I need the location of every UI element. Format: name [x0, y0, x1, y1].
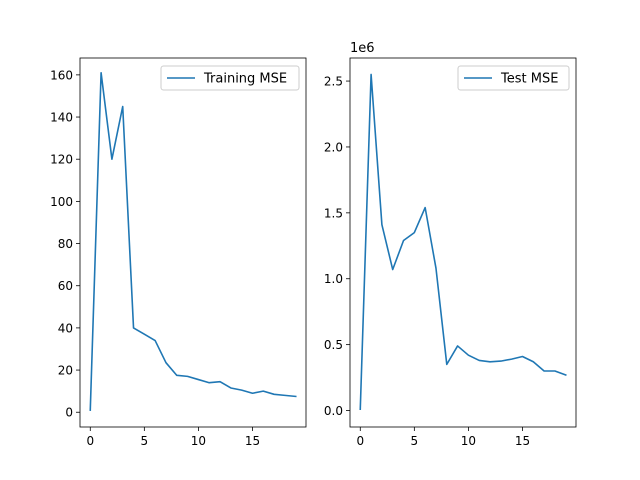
y-tick-label: 0.0: [324, 404, 343, 418]
x-tick-label: 15: [515, 434, 530, 448]
training-mse-plot: 0 5 10 15 0 20 40 60 80 100 120 140 160 Training MSE: [50, 57, 307, 448]
x-tick-label: 0: [86, 434, 94, 448]
y-tick-label: 100: [50, 195, 73, 209]
series-line: [359, 73, 567, 411]
y-tick-label: 20: [58, 364, 73, 378]
legend-box: [457, 65, 570, 91]
y-tick-label: 2.5: [324, 75, 343, 89]
y-tick-label: 1.5: [324, 206, 343, 220]
x-tick-label: 15: [245, 434, 260, 448]
legend-box: [160, 65, 300, 91]
x-tick-label: 10: [461, 434, 476, 448]
x-tick-label: 0: [356, 434, 364, 448]
y-tick-label: 120: [50, 153, 73, 167]
y-offset-label: 1e6: [350, 41, 375, 56]
legend-label: Training MSE: [203, 72, 287, 87]
x-tick-label: 10: [191, 434, 206, 448]
y-tick-label: 40: [58, 321, 73, 335]
y-tick-label: 80: [58, 237, 73, 251]
series-line: [89, 71, 297, 411]
axes-frame: [79, 57, 307, 428]
axes-frame: [349, 57, 577, 428]
y-tick-label: 2.0: [324, 140, 343, 154]
y-tick-label: 0: [65, 406, 73, 420]
test-mse-plot: 0 5 10 15 0.0 0.5 1.0 1.5 2.0 2.5 1e6 Test MSE: [324, 41, 577, 448]
y-tick-label: 0.5: [324, 338, 343, 352]
y-tick-label: 1.0: [324, 272, 343, 286]
y-tick-label: 160: [50, 68, 73, 82]
y-tick-label: 60: [58, 279, 73, 293]
legend-label: Test MSE: [500, 72, 558, 87]
y-tick-label: 140: [50, 111, 73, 125]
x-tick-label: 5: [411, 434, 419, 448]
x-tick-label: 5: [141, 434, 149, 448]
